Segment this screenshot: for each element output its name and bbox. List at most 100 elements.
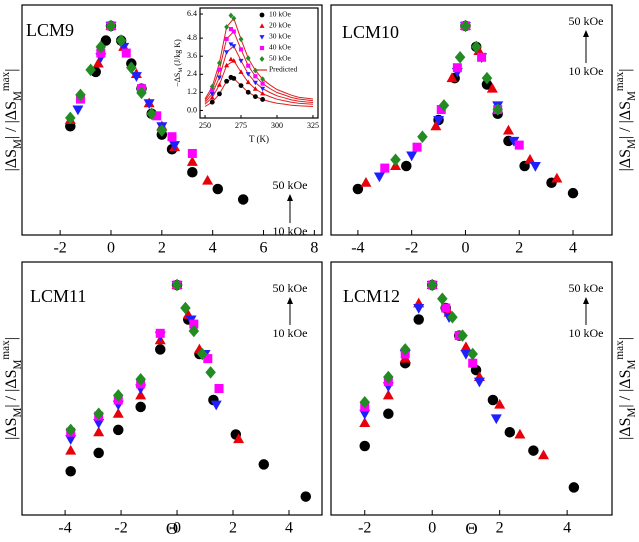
marker xyxy=(224,78,230,84)
marker xyxy=(237,194,249,205)
marker xyxy=(187,167,198,178)
marker xyxy=(508,136,520,147)
x-tick-label: -4 xyxy=(351,240,364,257)
marker xyxy=(260,90,266,96)
legend-marker xyxy=(259,45,265,51)
marker xyxy=(382,389,394,400)
marker xyxy=(436,105,446,115)
marker xyxy=(65,466,76,477)
marker xyxy=(186,156,198,166)
marker xyxy=(245,72,251,77)
x-tick-label: 2 xyxy=(515,240,523,257)
marker xyxy=(217,60,222,66)
marker xyxy=(216,82,222,87)
marker xyxy=(238,36,244,43)
y-axis-label-part: M xyxy=(626,139,638,149)
marker xyxy=(167,132,177,142)
marker xyxy=(477,52,487,62)
marker xyxy=(413,314,424,325)
marker xyxy=(238,83,244,89)
marker xyxy=(413,304,425,314)
y-axis-label-part: M xyxy=(626,408,638,418)
marker xyxy=(486,82,498,93)
x-tick-label: 4 xyxy=(569,240,577,257)
marker xyxy=(65,435,77,445)
y-tick-label: 3.6 xyxy=(187,51,197,60)
marker xyxy=(252,86,258,91)
legend-label: 20 kOe xyxy=(269,21,292,30)
marker xyxy=(169,141,181,151)
x-tick-label: 4 xyxy=(563,520,571,537)
marker xyxy=(224,24,230,30)
x-tick-label: -2 xyxy=(358,520,371,537)
marker xyxy=(504,426,516,438)
y-axis-label: |ΔSM| / |ΔSMmax| xyxy=(0,337,24,440)
legend-marker xyxy=(259,56,265,62)
x-axis-label: T (K) xyxy=(249,134,269,144)
y-axis-label-part: M xyxy=(626,91,638,101)
plot-frame xyxy=(21,261,323,516)
marker xyxy=(217,91,222,97)
legend-marker xyxy=(259,23,265,28)
marker xyxy=(105,19,117,33)
marker xyxy=(494,398,506,409)
fit-curve xyxy=(204,30,314,102)
y-axis-label-part: |ΔS xyxy=(617,149,634,171)
marker xyxy=(112,408,124,418)
x-tick-label: -4 xyxy=(58,520,71,537)
y-axis-label-part: | / |ΔS xyxy=(617,370,634,408)
y-axis-label-part: |ΔS xyxy=(3,149,20,171)
x-tick-label: 2 xyxy=(229,520,237,537)
arrow-head xyxy=(287,194,293,201)
marker xyxy=(446,72,458,83)
x-tick-label: 8 xyxy=(310,240,318,257)
y-axis-label-part: | / |ΔS xyxy=(3,370,20,408)
marker xyxy=(528,445,539,456)
marker xyxy=(187,148,197,158)
marker xyxy=(373,172,385,183)
annotation: 50 kOe xyxy=(273,178,308,192)
marker xyxy=(233,433,245,444)
marker xyxy=(514,428,526,439)
marker xyxy=(352,183,364,195)
y-axis-label-part: | xyxy=(617,337,634,340)
annotation: 10 kOe xyxy=(273,224,308,238)
marker xyxy=(437,292,448,306)
marker xyxy=(100,35,112,46)
marker xyxy=(231,75,237,81)
marker xyxy=(136,86,147,100)
x-tick-label: 2 xyxy=(158,240,166,257)
legend-label: 10 kOe xyxy=(269,10,292,19)
marker xyxy=(135,373,146,386)
marker xyxy=(412,142,422,152)
marker xyxy=(245,89,251,95)
plot-frame xyxy=(199,7,319,119)
y-axis-label-part: | / |ΔS xyxy=(3,101,20,139)
marker xyxy=(212,183,224,195)
marker xyxy=(246,63,251,68)
y-axis-label-part: max xyxy=(614,71,626,91)
marker xyxy=(441,303,451,313)
x-tick-label: -2 xyxy=(405,240,418,257)
marker xyxy=(228,56,234,62)
y-axis-label: |ΔSM| / |ΔSMmax| xyxy=(614,69,638,172)
marker xyxy=(467,347,478,361)
marker xyxy=(231,15,237,22)
y-axis-label: |ΔSM| / |ΔSMmax| xyxy=(0,69,24,172)
marker xyxy=(245,55,251,62)
panel-label: LCM9 xyxy=(26,20,74,40)
marker xyxy=(502,124,514,135)
marker xyxy=(430,120,442,131)
marker xyxy=(460,19,471,33)
marker xyxy=(401,160,412,172)
marker xyxy=(260,81,265,86)
y-axis-label-part: | / |ΔS xyxy=(617,101,634,139)
legend-marker xyxy=(259,35,265,40)
marker xyxy=(258,459,270,470)
marker xyxy=(551,172,563,183)
x-tick-label: 275 xyxy=(235,121,247,130)
marker xyxy=(135,401,146,413)
marker xyxy=(152,111,162,121)
fit-curve xyxy=(204,60,314,105)
marker xyxy=(490,414,502,425)
